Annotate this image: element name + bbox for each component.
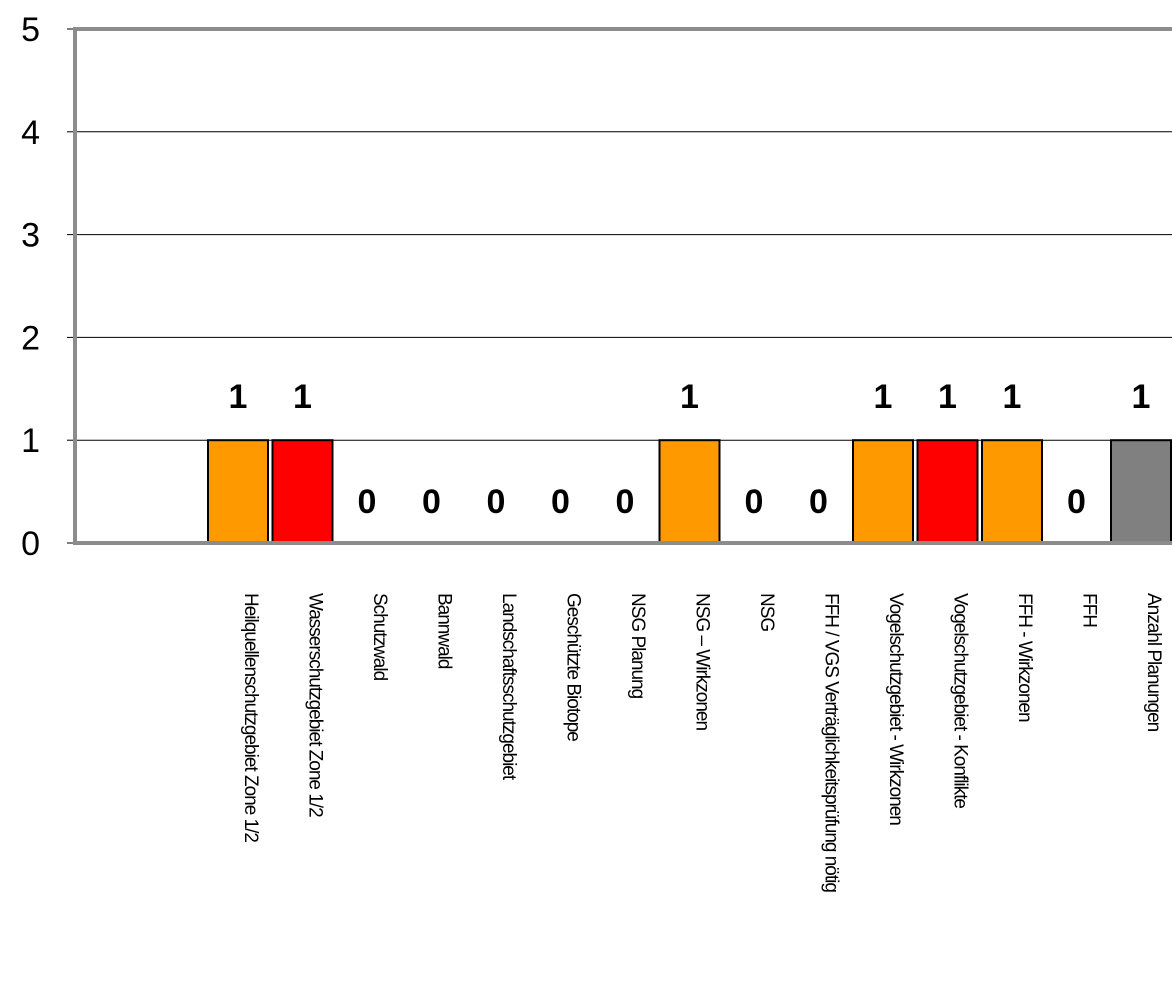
bar xyxy=(207,439,269,545)
data-label: 1 xyxy=(680,378,699,416)
data-label: 1 xyxy=(229,378,248,416)
bars xyxy=(207,439,1172,545)
category-label: NSG xyxy=(756,593,777,631)
axes xyxy=(73,27,1172,545)
bar xyxy=(271,439,334,545)
data-labels: 1 1 0 0 0 0 0 1 0 0 1 1 1 0 1 xyxy=(229,378,1151,521)
category-label: Vogelschutzgebiet - Konflikte xyxy=(950,593,971,808)
data-label: 0 xyxy=(422,483,441,521)
data-label: 0 xyxy=(358,483,377,521)
category-label: Landschaftsschutzgebiet xyxy=(498,593,519,781)
y-tick-label: 2 xyxy=(21,319,40,357)
category-label: Wasserschutzgebiet Zone 1/2 xyxy=(305,593,326,817)
data-label: 0 xyxy=(745,483,764,521)
category-label: Schutzwald xyxy=(369,593,390,681)
y-tick-label: 5 xyxy=(21,11,40,49)
category-label: FFH xyxy=(1079,593,1100,627)
data-label: 1 xyxy=(1003,378,1022,416)
y-tick-label: 4 xyxy=(21,114,40,152)
data-label: 0 xyxy=(551,483,570,521)
category-label: Bannwald xyxy=(434,593,455,669)
category-label: NSG Planung xyxy=(627,593,648,699)
category-label: Heilquellenschutzgebiet Zone 1/2 xyxy=(240,593,261,842)
bar xyxy=(916,439,979,545)
bar xyxy=(981,439,1043,545)
category-label: Geschützte Biotope xyxy=(563,593,584,741)
category-label: NSG – Wirkzonen xyxy=(692,593,713,730)
data-label: 0 xyxy=(809,483,828,521)
category-label: Anzahl Planungen xyxy=(1143,593,1164,732)
data-label: 1 xyxy=(938,378,957,416)
y-axis-ticks: 0 1 2 3 4 5 xyxy=(21,11,75,563)
data-label: 0 xyxy=(616,483,635,521)
bar xyxy=(658,439,721,545)
data-label: 1 xyxy=(1132,378,1151,416)
category-label: Vogelschutzgebiet - Wirkzonen xyxy=(885,593,906,825)
bar xyxy=(1110,439,1172,545)
category-labels: Heilquellenschutzgebiet Zone 1/2 Wassersc… xyxy=(240,593,1164,892)
data-label: 1 xyxy=(293,378,312,416)
y-tick-label: 1 xyxy=(21,422,40,460)
bar xyxy=(852,439,914,545)
data-label: 0 xyxy=(487,483,506,521)
data-label: 1 xyxy=(874,378,893,416)
category-label: FFH - Wirkzonen xyxy=(1014,593,1035,722)
y-tick-label: 3 xyxy=(21,217,40,255)
category-label: FFH / VGS Verträglichkeitsprüfung nötig xyxy=(821,593,842,892)
data-label: 0 xyxy=(1067,483,1086,521)
y-tick-label: 0 xyxy=(21,525,40,563)
